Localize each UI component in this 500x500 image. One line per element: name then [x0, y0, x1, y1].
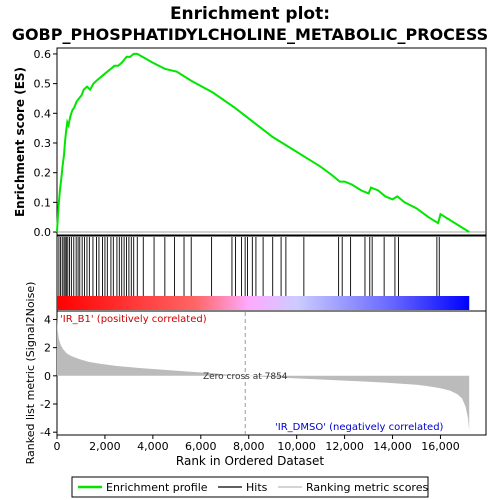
zero-cross-label: Zero cross at 7854: [203, 372, 288, 382]
metric-ytick-label: -4: [40, 426, 51, 439]
x-tick-label: 4,000: [137, 440, 169, 453]
metric-ytick-label: 2: [44, 342, 51, 355]
legend-metric-label: Ranking metric scores: [306, 481, 428, 494]
es-ylabel: Enrichment score (ES): [13, 67, 27, 217]
positive-label: 'IR_B1' (positively correlated): [60, 314, 207, 325]
es-panel: 0.0 0.1 0.2 0.3 0.4 0.5 0.6 Enrichment score (…: [13, 47, 487, 239]
es-panel-frame: [56, 47, 487, 236]
legend-hits-label: Hits: [246, 481, 268, 494]
es-ytick-label: 0.0: [34, 226, 52, 239]
es-ytick-label: 0.1: [34, 196, 52, 209]
x-tick-label: 0: [54, 440, 61, 453]
metric-ytick-label: 4: [44, 313, 51, 326]
es-ytick-label: 0.6: [34, 48, 52, 61]
hits-panel: [56, 235, 487, 312]
es-ytick-label: 0.4: [34, 107, 52, 120]
es-ytick-label: 0.5: [34, 78, 52, 91]
es-ytick-label: 0.3: [34, 137, 52, 150]
x-axis-label: Rank in Ordered Dataset: [176, 454, 324, 468]
metric-panel: Zero cross at 7854 'IR_B1' (positively c…: [24, 282, 487, 468]
metric-ytick-label: 0: [44, 370, 51, 383]
chart-subtitle: GOBP_PHOSPHATIDYLCHOLINE_METABOLIC_PROCE…: [12, 25, 488, 44]
negative-label: 'IR_DMSO' (negatively correlated): [275, 422, 444, 433]
ranking-colorbar: [57, 296, 470, 310]
ranking-metric-area: [57, 316, 470, 431]
x-tick-label: 12,000: [325, 440, 364, 453]
x-tick-label: 2,000: [89, 440, 121, 453]
x-tick-label: 14,000: [373, 440, 412, 453]
enrichment-profile-line: [56, 52, 470, 233]
x-tick-label: 16,000: [421, 440, 460, 453]
legend-frame: [71, 476, 429, 498]
chart-title: Enrichment plot:: [170, 4, 330, 24]
x-tick-label: 8,000: [233, 440, 265, 453]
x-tick-label: 10,000: [277, 440, 316, 453]
metric-ylabel: Ranked list metric (Signal2Noise): [24, 282, 37, 465]
legend-enrichment-label: Enrichment profile: [106, 481, 208, 494]
metric-ytick-label: -2: [40, 398, 51, 411]
x-tick-label: 6,000: [185, 440, 217, 453]
legend: Enrichment profile Hits Ranking metric s…: [71, 476, 429, 498]
es-ytick-label: 0.2: [34, 167, 52, 180]
